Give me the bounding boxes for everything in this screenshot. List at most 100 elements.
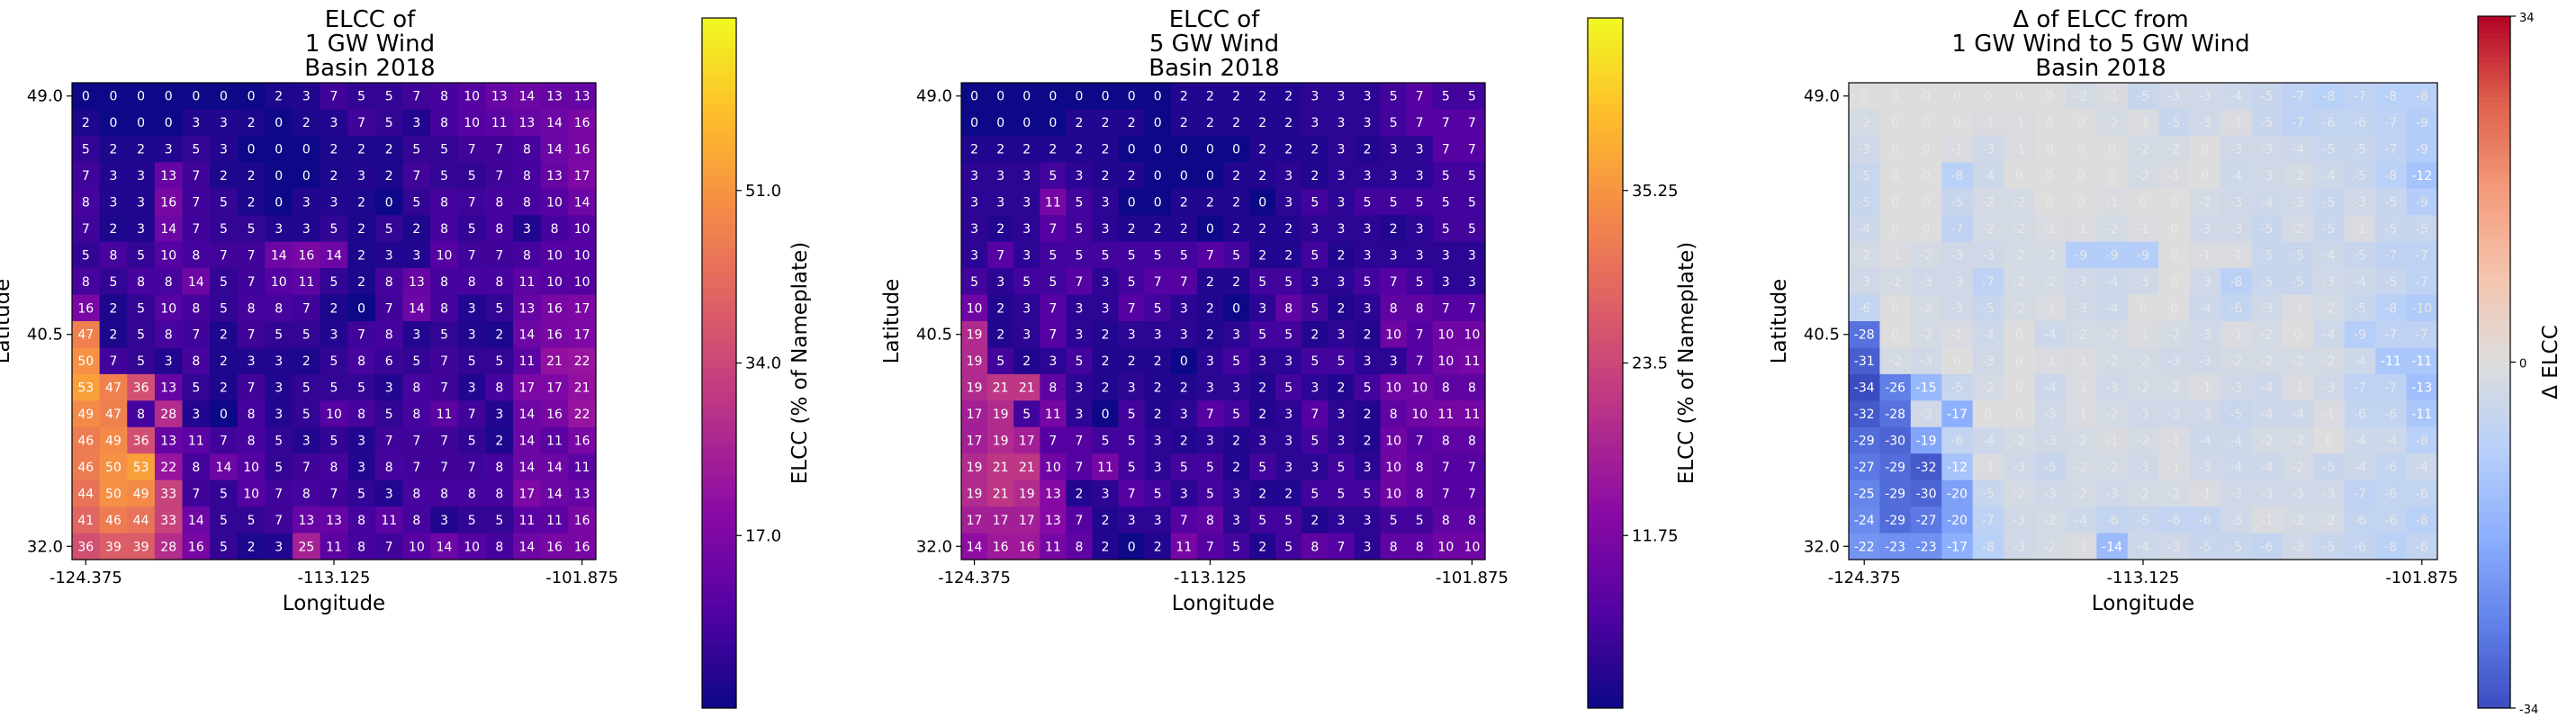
colorbar-band bbox=[2478, 33, 2510, 40]
cell-value-label: -2 bbox=[2044, 248, 2057, 263]
heatmap-cell bbox=[1040, 188, 1067, 216]
colorbar-band bbox=[2478, 551, 2510, 559]
cell-value-label: -3 bbox=[2292, 487, 2304, 501]
heatmap-cell bbox=[2251, 533, 2283, 560]
cell-value-label: 2 bbox=[385, 169, 393, 184]
heatmap-cell bbox=[2034, 109, 2067, 137]
heatmap-cell bbox=[1354, 347, 1382, 375]
cell-value-label: 3 bbox=[302, 222, 311, 237]
heatmap-cell bbox=[2034, 480, 2067, 507]
heatmap-cell bbox=[2189, 533, 2221, 560]
heatmap-cell bbox=[1092, 162, 1120, 190]
cell-value-label: -7 bbox=[2354, 487, 2366, 501]
cell-value-label: 7 bbox=[1206, 248, 1214, 263]
heatmap-cell bbox=[402, 426, 431, 454]
heatmap-cell bbox=[1118, 83, 1146, 111]
y-tick-label: 32.0 bbox=[27, 537, 63, 556]
heatmap-cell bbox=[2282, 480, 2314, 507]
heatmap-cell bbox=[987, 162, 1014, 190]
cell-value-label: 7 bbox=[1468, 143, 1476, 157]
heatmap-cell bbox=[1092, 453, 1120, 481]
heatmap-cell bbox=[2313, 268, 2346, 296]
heatmap-cell bbox=[2344, 268, 2376, 296]
colorbar-band bbox=[1588, 156, 1623, 163]
colorbar-band bbox=[702, 161, 736, 168]
cell-value-label: 10 bbox=[1385, 328, 1401, 343]
cell-value-label: 14 bbox=[546, 143, 563, 157]
heatmap-cell bbox=[2375, 135, 2408, 163]
cell-value-label: 8 bbox=[1468, 514, 1476, 528]
cell-value-label: 3 bbox=[970, 248, 978, 263]
cell-value-label: 0 bbox=[1232, 143, 1240, 157]
cell-value-label: -2 bbox=[2013, 487, 2025, 501]
colorbar-band bbox=[702, 300, 736, 307]
heatmap-cell bbox=[2282, 506, 2314, 534]
heatmap-cell bbox=[1458, 241, 1486, 269]
cell-value-label: 0 bbox=[1154, 143, 1162, 157]
cell-value-label: -7 bbox=[1982, 275, 1995, 290]
heatmap-cell bbox=[568, 109, 597, 137]
colorbar-band bbox=[702, 115, 736, 122]
heatmap-cell bbox=[2096, 162, 2129, 190]
heatmap-cell bbox=[1972, 135, 2004, 163]
cell-value-label: -7 bbox=[2384, 328, 2397, 343]
cell-value-label: 3 bbox=[996, 275, 1004, 290]
heatmap-cell bbox=[210, 453, 239, 481]
cell-value-label: 39 bbox=[105, 540, 122, 554]
cell-value-label: -12 bbox=[1947, 461, 1968, 475]
colorbar-band bbox=[1588, 276, 1623, 283]
colorbar-band bbox=[1588, 478, 1623, 485]
colorbar-band bbox=[2478, 223, 2510, 230]
heatmap-cell bbox=[1879, 188, 1912, 216]
heatmap-cell bbox=[2313, 400, 2346, 428]
cell-value-label: 0 bbox=[1206, 222, 1214, 237]
cell-value-label: 2 bbox=[1128, 222, 1136, 237]
colorbar-band bbox=[702, 535, 736, 542]
heatmap-cell bbox=[1013, 109, 1040, 137]
colorbar-band bbox=[2478, 22, 2510, 29]
cell-value-label: 5 bbox=[468, 514, 476, 528]
cell-value-label: -2 bbox=[2106, 328, 2119, 343]
heatmap-cell bbox=[1013, 506, 1040, 534]
cell-value-label: 0 bbox=[2015, 408, 2023, 422]
cell-value-label: 5 bbox=[220, 275, 228, 290]
cell-value-label: -4 bbox=[2044, 328, 2057, 343]
heatmap-cell bbox=[1275, 215, 1302, 243]
heatmap-cell bbox=[320, 162, 348, 190]
heatmap-cell bbox=[374, 162, 404, 190]
cell-value-label: 2 bbox=[996, 328, 1004, 343]
cell-value-label: 13 bbox=[519, 116, 536, 130]
cell-value-label: 8 bbox=[468, 487, 476, 501]
cell-value-label: 7 bbox=[192, 169, 200, 184]
colorbar-band bbox=[702, 610, 736, 617]
cell-value-label: 0 bbox=[220, 90, 228, 104]
colorbar-band bbox=[1588, 449, 1623, 456]
heatmap-cell bbox=[2220, 294, 2253, 322]
cell-value-label: -3 bbox=[2229, 487, 2242, 501]
cell-value-label: 0 bbox=[2170, 196, 2178, 211]
cell-value-label: 14 bbox=[409, 301, 425, 316]
heatmap-cell bbox=[1249, 215, 1276, 243]
heatmap-cell bbox=[1458, 294, 1486, 322]
heatmap-cell bbox=[210, 506, 239, 534]
heatmap-cell bbox=[154, 268, 184, 296]
heatmap-cell bbox=[2282, 294, 2314, 322]
heatmap-cell bbox=[1196, 453, 1224, 481]
cell-value-label: 10 bbox=[437, 248, 453, 263]
heatmap-cell bbox=[540, 162, 569, 190]
cell-value-label: 2 bbox=[1258, 540, 1266, 554]
heatmap-cell bbox=[2096, 426, 2129, 454]
colorbar-band bbox=[1588, 415, 1623, 422]
colorbar-tick-label: -34 bbox=[2519, 704, 2538, 717]
heatmap-cell bbox=[568, 426, 597, 454]
heatmap-cell bbox=[210, 188, 239, 216]
cell-value-label: 5 bbox=[495, 354, 503, 369]
colorbar-band bbox=[1588, 173, 1623, 180]
colorbar-band bbox=[1588, 75, 1623, 82]
heatmap-cell bbox=[2220, 135, 2253, 163]
cell-value-label: 5 bbox=[1337, 354, 1345, 369]
heatmap-cell bbox=[961, 426, 988, 454]
heatmap-cell bbox=[265, 83, 293, 111]
heatmap-cell bbox=[210, 241, 239, 269]
heatmap-cell bbox=[1249, 453, 1276, 481]
